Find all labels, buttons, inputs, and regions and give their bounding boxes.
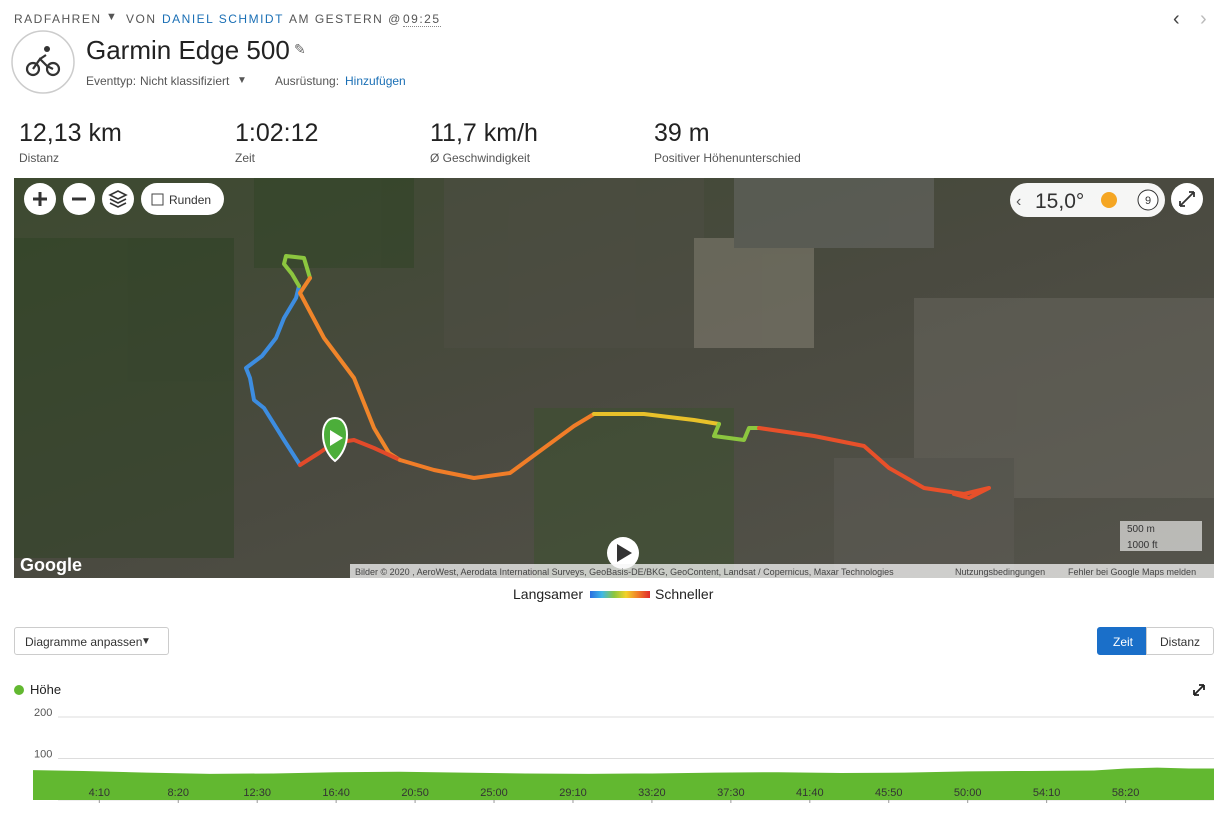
layers[interactable] [102,183,134,215]
wind-speed: 9 [1145,195,1151,207]
x-tick-label: 54:10 [1033,787,1061,799]
equipment-link[interactable]: Hinzufügen [345,74,406,88]
legend-fast: Schneller [655,586,714,602]
expand-icon[interactable] [1193,684,1205,696]
time[interactable]: 09:25 [403,12,441,27]
activity-type[interactable]: RADFAHREN [14,12,102,26]
equipment-label: Ausrüstung: [275,74,340,88]
legend-swatch [14,685,24,695]
x-tick-label: 29:10 [559,787,587,799]
report-link[interactable]: Fehler bei Google Maps melden [1068,567,1196,577]
by: VON [126,12,157,26]
zoom-out[interactable] [63,183,95,215]
start-marker[interactable] [322,416,348,463]
legend-label: Höhe [30,682,61,697]
scale-imperial: 1000 ft [1127,540,1158,551]
elevation-area [33,767,1214,800]
fullscreen-icon [1179,191,1195,207]
wind-badge [1137,189,1159,211]
stat-value: 11,7 km/h [430,119,538,147]
play-icon [617,544,632,562]
date: AM GESTERN @ [289,12,402,26]
x-tick-label: 4:10 [89,787,110,799]
x-tick-label: 12:30 [243,787,271,799]
stat-value: 12,13 km [19,119,122,147]
sun-icon [1101,192,1117,208]
laps-label[interactable]: Runden [169,193,211,207]
attribution-bar [350,564,1214,578]
tab-time[interactable]: Zeit [1097,627,1147,655]
edit-icon[interactable]: ✎ [294,41,306,57]
y-tick-label: 200 [34,707,52,719]
scale-box [1120,521,1202,551]
temperature: 15,0° [1035,190,1084,213]
prev-button[interactable]: ‹ [1173,8,1180,30]
legend-slow: Langsamer [513,586,584,602]
tab-label: Zeit [1113,635,1134,649]
terms-link[interactable]: Nutzungsbedingungen [955,567,1045,577]
next-button[interactable]: › [1200,8,1207,30]
map[interactable]: Runden ‹ 15,0° 9 Google 500 m 1000 ft Bi… [14,178,1214,578]
stat-value: 1:02:12 [235,119,319,147]
dropdown-arrow[interactable]: ▼ [106,11,117,23]
attribution: Bilder © 2020 , AeroWest, Aerodata Inter… [355,567,894,577]
event-type-label: Eventtyp: [86,74,137,88]
weather-prev[interactable]: ‹ [1016,193,1021,210]
terrain [14,178,1214,578]
customize-arrow: ▼ [141,636,151,647]
activity-icon [11,30,75,94]
x-tick-label: 33:20 [638,787,666,799]
event-type[interactable]: Nicht klassifiziert [140,74,230,88]
x-tick-label: 45:50 [875,787,903,799]
x-tick-label: 8:20 [168,787,189,799]
laps-checkbox[interactable] [151,193,164,206]
customize-button[interactable]: Diagramme anpassen ▼ [14,627,169,655]
x-tick-label: 50:00 [954,787,982,799]
stat-label: Positiver Höhenunterschied [654,151,801,165]
customize-label: Diagramme anpassen [25,635,143,649]
tab-label: Distanz [1160,635,1201,649]
stat-label: Ø Geschwindigkeit [430,151,531,165]
x-tick-label: 37:30 [717,787,745,799]
elevation-chart: Höhe 01002004:108:2012:3016:4020:5025:00… [14,682,1214,803]
zoom-in[interactable] [24,183,56,215]
route [244,254,991,500]
tab-distance[interactable]: Distanz [1146,627,1214,655]
laps-toggle[interactable] [141,183,224,215]
weather-panel[interactable] [1010,183,1165,217]
x-tick-label: 25:00 [480,787,508,799]
stat-value: 39 m [654,119,710,147]
x-tick-label: 16:40 [322,787,350,799]
event-type-arrow[interactable]: ▼ [237,75,247,86]
x-tick-label: 58:20 [1112,787,1140,799]
x-tick-label: 20:50 [401,787,429,799]
y-tick-label: 100 [34,749,52,761]
scale-metric: 500 m [1127,524,1155,535]
stat-label: Distanz [19,151,60,165]
user-link[interactable]: DANIEL SCHMIDT [162,12,284,26]
stat-label: Zeit [235,151,256,165]
speed-gradient [590,591,650,598]
google-logo: Google [20,555,82,575]
x-tick-label: 41:40 [796,787,824,799]
activity-title[interactable]: Garmin Edge 500 [86,35,290,65]
